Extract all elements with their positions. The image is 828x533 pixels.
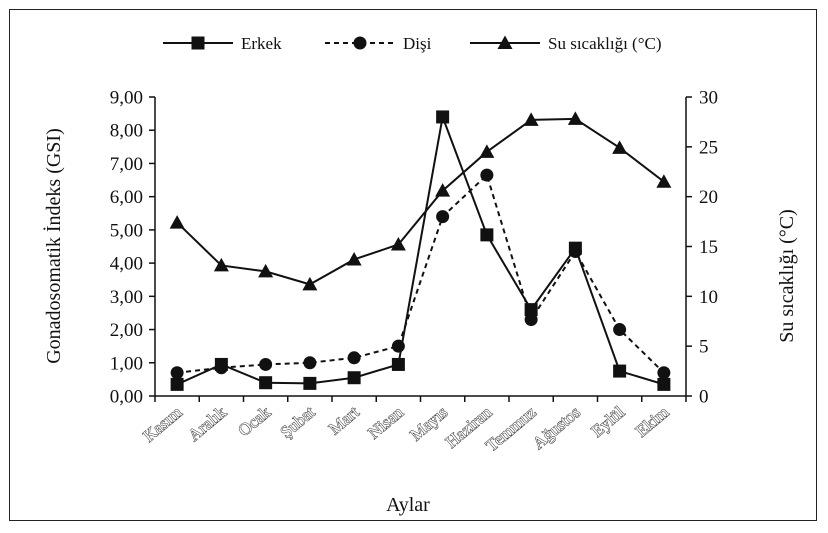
data-point-su-sicakligi-c	[390, 237, 406, 251]
legend-label: Su sıcaklığı (°C)	[548, 34, 662, 53]
data-point-erkek	[657, 377, 671, 391]
data-point-su-sicakligi-c	[523, 112, 539, 126]
legend-marker-circle	[353, 36, 367, 50]
left-y-ticks: 0,00 1,00 2,00 3,00 4,00 5,00 6,00 7,00 8,00 9,00	[110, 88, 155, 408]
series-erkek	[170, 110, 671, 391]
left-y-tick-label: 1,00	[110, 353, 143, 374]
right-y-tick-label: 10	[699, 287, 718, 308]
data-point-disi	[657, 366, 671, 380]
data-point-disi	[347, 351, 361, 365]
data-point-su-sicakligi-c	[435, 183, 451, 197]
data-point-disi	[436, 210, 450, 224]
legend-marker-triangle	[497, 35, 513, 49]
right-y-tick-label: 25	[699, 137, 718, 158]
x-tick-label-aralik: Aralık	[184, 402, 230, 445]
series-layer	[169, 110, 672, 391]
x-tick-label-eylul: Eylül	[588, 402, 629, 440]
data-point-erkek	[259, 376, 273, 390]
legend: Erkek Dişi Su sıcaklığı (°C)	[163, 34, 662, 53]
left-y-tick-label: 0,00	[110, 387, 143, 408]
legend-entry-su-sicakligi-c: Su sıcaklığı (°C)	[470, 34, 662, 53]
data-point-disi	[259, 357, 273, 371]
x-tick-label-kasim: Kasım	[139, 403, 185, 446]
data-point-erkek	[436, 110, 450, 124]
data-point-su-sicakligi-c	[346, 251, 362, 266]
x-tick-label-agustos: Ağustos	[529, 403, 584, 453]
data-point-erkek	[170, 377, 184, 391]
data-point-erkek	[391, 357, 405, 371]
data-point-disi	[303, 356, 317, 370]
left-y-tick-label: 4,00	[110, 254, 143, 275]
legend-entry-erkek: Erkek	[163, 34, 282, 53]
legend-entry-disi: Dişi	[325, 34, 432, 53]
right-y-tick-label: 5	[699, 337, 709, 358]
data-point-disi	[214, 361, 228, 375]
series-line-disi	[177, 173, 665, 374]
data-point-disi	[391, 339, 405, 353]
data-point-disi	[524, 313, 538, 327]
data-point-su-sicakligi-c	[302, 276, 318, 291]
data-point-disi	[170, 366, 184, 380]
right-y-tick-label: 15	[699, 237, 718, 258]
data-point-su-sicakligi-c	[258, 263, 274, 278]
right-y-ticks: 0 5 10 15 20 25 30	[686, 88, 718, 408]
data-point-erkek	[480, 228, 494, 242]
x-tick-label-temmuz: Temmuz	[482, 402, 540, 455]
data-point-disi	[613, 323, 627, 337]
left-y-tick-label: 6,00	[110, 187, 143, 208]
data-point-su-sicakligi-c	[656, 174, 672, 188]
data-point-disi	[480, 168, 494, 182]
x-axis-title: Aylar	[386, 494, 430, 516]
series-disi	[170, 168, 671, 380]
chart-frame	[9, 9, 817, 521]
left-y-axis-title: Gonadosomatik İndeks (GSI)	[42, 128, 65, 364]
data-point-su-sicakligi-c	[567, 111, 583, 125]
data-point-su-sicakligi-c	[213, 257, 229, 272]
left-y-tick-label: 3,00	[110, 287, 143, 308]
legend-marker-square	[191, 36, 205, 50]
legend-label: Dişi	[403, 34, 432, 53]
left-y-tick-label: 5,00	[110, 220, 143, 241]
x-tick-label-nisan: Nisan	[364, 402, 407, 442]
x-tick-label-subat: Şubat	[277, 402, 319, 442]
data-point-disi	[568, 244, 582, 258]
series-line-erkek	[176, 113, 665, 386]
right-y-axis-title: Su sıcaklığı (°C)	[776, 209, 798, 343]
series-su-sicakligi-c	[169, 111, 672, 291]
left-y-tick-label: 8,00	[110, 121, 143, 142]
x-tick-label-ekim: Ekim	[632, 403, 672, 441]
left-y-tick-label: 7,00	[110, 154, 143, 175]
axes	[154, 97, 687, 397]
left-y-tick-label: 9,00	[110, 88, 143, 109]
right-y-tick-label: 0	[699, 387, 709, 408]
legend-label: Erkek	[241, 34, 282, 53]
data-point-su-sicakligi-c	[612, 140, 628, 154]
data-point-erkek	[613, 364, 627, 378]
x-tick-label-ocak: Ocak	[235, 402, 275, 440]
data-point-erkek	[303, 376, 317, 390]
data-point-su-sicakligi-c	[479, 144, 495, 158]
left-y-tick-label: 2,00	[110, 320, 143, 341]
data-point-erkek	[347, 371, 361, 385]
right-y-tick-label: 20	[699, 187, 718, 208]
series-line-su-sicakligi-c	[176, 117, 665, 286]
right-y-tick-label: 30	[699, 88, 718, 109]
x-tick-label-mart: Mart	[325, 402, 363, 438]
data-point-su-sicakligi-c	[169, 215, 185, 229]
